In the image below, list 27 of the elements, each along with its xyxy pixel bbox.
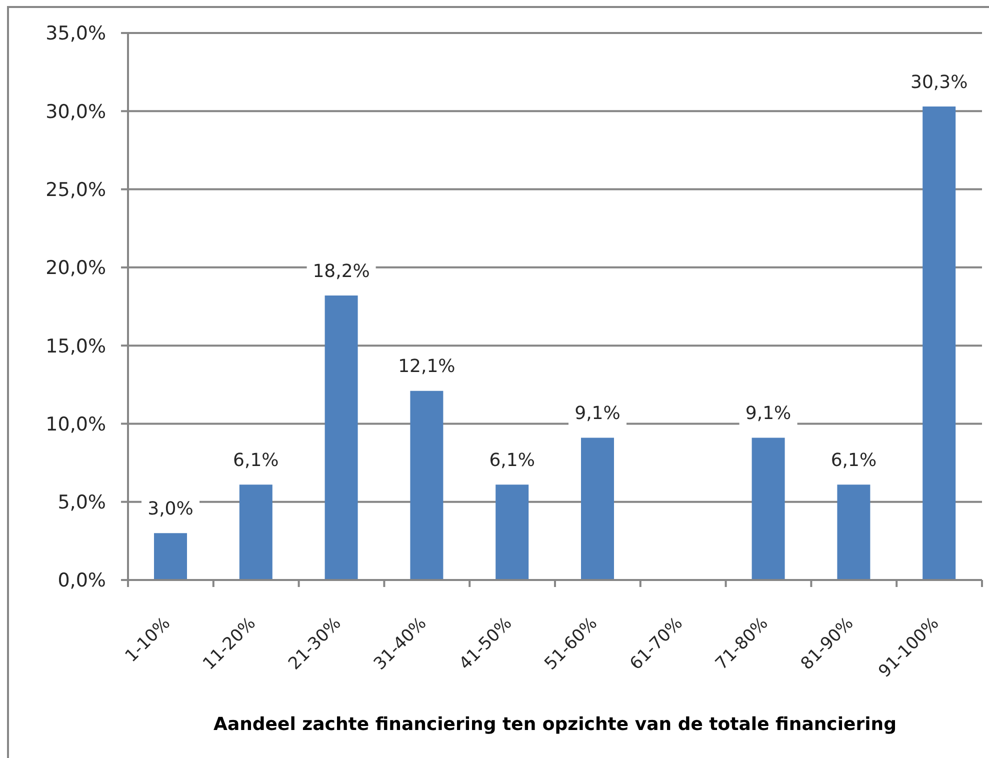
bar <box>837 484 870 580</box>
y-tick-label: 0,0% <box>58 570 106 592</box>
data-label: 30,3% <box>910 72 968 93</box>
bar <box>410 390 444 580</box>
y-tick-label: 25,0% <box>46 179 106 202</box>
y-tick-label: 5,0% <box>58 492 106 514</box>
bar <box>239 484 272 580</box>
bar <box>581 438 614 580</box>
data-label: 6,1% <box>233 450 279 471</box>
data-label: 9,1% <box>745 403 792 424</box>
y-tick-label: 10,0% <box>46 413 106 436</box>
y-tick-label: 35,0% <box>46 22 106 45</box>
data-label: 9,1% <box>574 403 620 424</box>
bar <box>922 106 956 580</box>
data-label: 6,1% <box>489 450 535 471</box>
data-label: 3,0% <box>148 498 194 520</box>
bar <box>154 533 187 580</box>
y-tick-label: 20,0% <box>46 257 106 280</box>
data-label: 12,1% <box>398 356 456 378</box>
bar <box>324 296 358 580</box>
y-tick-label: 30,0% <box>46 100 106 123</box>
data-label: 6,1% <box>830 450 877 471</box>
bar <box>752 438 785 580</box>
data-label: 18,2% <box>312 260 370 282</box>
y-tick-label: 15,0% <box>46 335 106 358</box>
x-axis-title: Aandeel zachte financiering ten opzichte van de totale financiering <box>214 714 896 735</box>
bar <box>496 484 529 580</box>
